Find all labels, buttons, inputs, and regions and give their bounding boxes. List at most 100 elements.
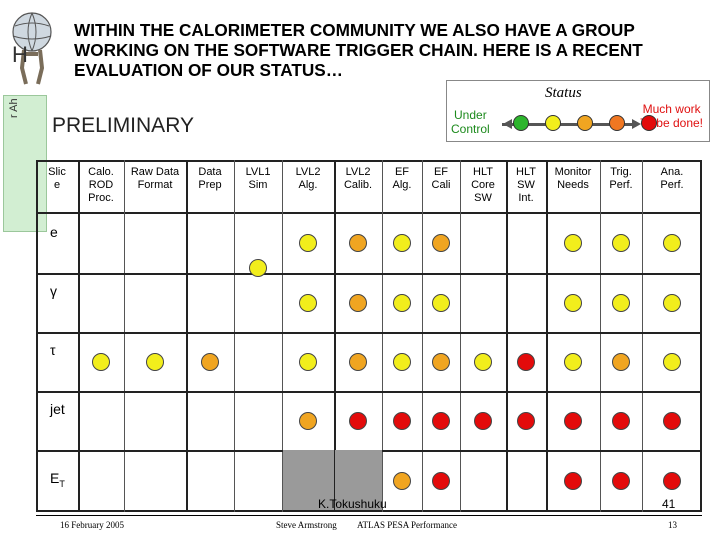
column-header: EF Alg. (392, 166, 412, 191)
status-dot (432, 472, 450, 490)
row-label: τ (50, 341, 56, 358)
footer-author: Steve Armstrong (276, 520, 337, 530)
status-dot (249, 259, 267, 277)
headline-line: EVALUATION OF OUR STATUS… (74, 60, 343, 80)
row-label: γ (50, 282, 57, 299)
header-separator (36, 212, 702, 214)
status-dot (564, 234, 582, 252)
status-table (36, 160, 702, 512)
column-header: LVL2 Calib. (343, 166, 373, 191)
column-divider (642, 160, 643, 512)
status-dot (349, 352, 367, 371)
status-dot (92, 352, 110, 371)
column-divider (234, 160, 235, 512)
status-dot (349, 234, 367, 252)
row-label: jet (50, 400, 65, 417)
status-dot (146, 352, 164, 371)
status-dot (432, 352, 450, 371)
column-header: LVL1 Sim (245, 166, 271, 191)
column-divider (282, 160, 283, 512)
status-dot (564, 472, 582, 490)
status-dot (564, 352, 582, 371)
legend-status-dot (577, 115, 593, 131)
footer-line (36, 515, 702, 516)
status-dot (432, 411, 450, 430)
legend-text: Control (451, 122, 490, 136)
column-header: Data Prep (198, 166, 222, 191)
status-dot (612, 411, 630, 430)
status-dot (474, 352, 492, 371)
status-dot (393, 411, 411, 430)
preliminary-label: PRELIMINARY (52, 114, 194, 137)
legend-arrow-right-icon (632, 119, 641, 129)
status-dot (517, 352, 535, 371)
row-label: e (50, 223, 58, 240)
column-divider (506, 160, 508, 512)
status-dot (612, 293, 630, 312)
legend-arrow (502, 123, 634, 126)
row-divider (36, 332, 702, 334)
column-header: LVL2 Alg. (295, 166, 321, 191)
column-header: HLT SW Int. (516, 166, 536, 204)
column-header: HLT Core SW (471, 166, 495, 204)
legend-text: Under (454, 108, 487, 122)
column-header: Ana. Perf. (660, 166, 684, 191)
background-letter: H (12, 42, 28, 67)
status-dot (517, 411, 535, 430)
column-divider (382, 160, 383, 512)
status-dot (612, 352, 630, 371)
legend-status-dot (545, 115, 561, 131)
row-divider (36, 391, 702, 393)
column-divider (422, 160, 423, 512)
column-header: Slic e (48, 166, 66, 191)
side-band (3, 95, 47, 232)
status-legend: Status Under Control Much work To be don… (446, 80, 710, 142)
column-header: Calo. ROD Proc. (88, 166, 114, 204)
slide-number: 41 (662, 497, 676, 511)
status-dot (612, 472, 630, 490)
column-divider (546, 160, 548, 512)
column-header: Monitor Needs (554, 166, 592, 191)
legend-arrow-left-icon (503, 119, 512, 129)
status-dot (299, 411, 317, 430)
status-dot (393, 472, 411, 490)
status-dot (299, 352, 317, 371)
atlas-logo-icon (12, 12, 52, 85)
status-dot (612, 234, 630, 252)
column-divider (124, 160, 125, 512)
legend-status-dot (513, 115, 529, 131)
legend-text: Much work (642, 102, 701, 116)
footer-page: 13 (668, 520, 677, 530)
status-dot (393, 352, 411, 371)
legend-status-dot (641, 115, 657, 131)
status-dot (663, 352, 681, 371)
legend-status-dot (609, 115, 625, 131)
column-header: EF Cali (431, 166, 451, 191)
status-dot (474, 411, 492, 430)
status-dot (432, 293, 450, 312)
status-dot (299, 234, 317, 252)
presenter-name: K.Tokushuku (318, 497, 387, 511)
side-text: r Ah (8, 98, 20, 118)
status-dot (564, 293, 582, 312)
column-divider (78, 160, 80, 512)
status-dot (299, 293, 317, 312)
footer-date: 16 February 2005 (60, 520, 124, 530)
legend-under-control: Under Control (451, 108, 490, 136)
status-dot (349, 293, 367, 312)
status-dot (663, 234, 681, 252)
status-dot (393, 293, 411, 312)
status-dot (564, 411, 582, 430)
status-dot (663, 472, 681, 490)
column-header: Raw Data Format (130, 166, 180, 191)
column-divider (334, 160, 336, 512)
headline-line: WORKING ON THE SOFTWARE TRIGGER CHAIN. H… (74, 40, 643, 60)
column-divider (600, 160, 601, 512)
column-divider (186, 160, 188, 512)
status-dot (663, 293, 681, 312)
status-dot (201, 352, 219, 371)
row-label: ET (50, 470, 65, 489)
headline-line: WITHIN THE CALORIMETER COMMUNITY WE ALSO… (74, 20, 635, 40)
legend-title: Status (545, 85, 582, 101)
row-divider (36, 273, 702, 275)
